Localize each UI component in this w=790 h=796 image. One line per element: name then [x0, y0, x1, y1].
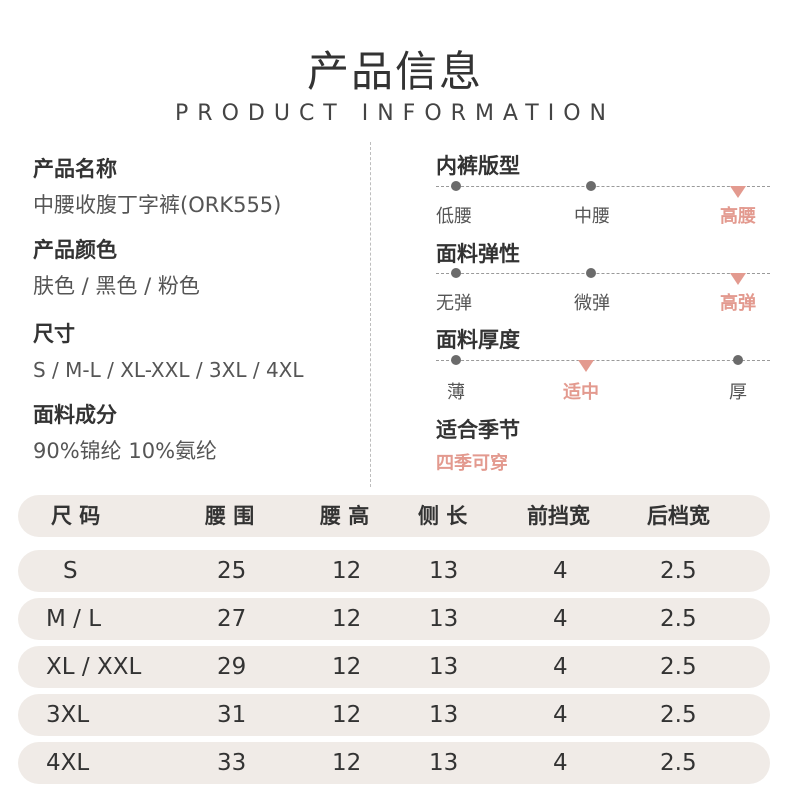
info-value: 90%锦纶 10%氨纶 [33, 439, 218, 463]
waist-cell: 33 [217, 750, 247, 776]
table-row: XL / XXL 29 12 13 4 2.5 [18, 646, 770, 688]
waist-cell: 25 [217, 558, 247, 584]
attr-track [436, 186, 770, 187]
table-row: S 25 12 13 4 2.5 [18, 550, 770, 592]
waist-height-cell: 12 [332, 750, 362, 776]
side-length-cell: 13 [429, 558, 459, 584]
waist-height-cell: 12 [332, 654, 362, 680]
side-length-cell: 13 [429, 654, 459, 680]
scale-dot [733, 355, 743, 365]
attr-label: 面料厚度 [436, 328, 520, 352]
info-value: 中腰收腹丁字裤(ORK555) [33, 193, 282, 217]
side-length-cell: 13 [429, 750, 459, 776]
scale-dot [451, 268, 461, 278]
attr-elasticity: 面料弹性 [436, 238, 770, 268]
info-label: 面料成分 [33, 403, 117, 427]
waist-height-cell: 12 [332, 702, 362, 728]
back-width-cell: 2.5 [660, 558, 697, 584]
front-width-cell: 4 [553, 750, 568, 776]
waist-height-cell: 12 [332, 558, 362, 584]
attr-track [436, 273, 770, 274]
attr-track [436, 360, 770, 361]
waist-cell: 31 [217, 702, 247, 728]
scale-option: 低腰 [436, 206, 472, 227]
attr-label: 适合季节 [436, 418, 520, 442]
info-product-name: 产品名称 中腰收腹丁字裤(ORK555) [33, 153, 281, 219]
info-size: 尺寸 S / M-L / XL-XXL / 3XL / 4XL [33, 318, 304, 382]
selected-marker [578, 360, 594, 372]
section-divider [370, 142, 371, 487]
side-length-cell: 13 [429, 606, 459, 632]
page-subtitle: PRODUCT INFORMATION [175, 101, 615, 126]
back-width-cell: 2.5 [660, 702, 697, 728]
header-cell-side-length: 侧 长 [418, 504, 468, 528]
size-table-header: 尺 码 腰 围 腰 高 侧 长 前挡宽 后档宽 [18, 495, 770, 537]
size-cell: 4XL [46, 750, 90, 776]
table-row: 4XL 33 12 13 4 2.5 [18, 742, 770, 784]
scale-option: 微弹 [574, 293, 610, 314]
scale-option: 中腰 [574, 206, 610, 227]
header-cell-front-width: 前挡宽 [527, 504, 590, 528]
selected-marker [730, 186, 746, 198]
front-width-cell: 4 [553, 558, 568, 584]
front-width-cell: 4 [553, 606, 568, 632]
attr-label: 面料弹性 [436, 242, 520, 266]
info-label: 尺寸 [33, 322, 75, 346]
attr-fit: 内裤版型 [436, 150, 770, 180]
info-label: 产品名称 [33, 157, 117, 181]
scale-option-selected: 高弹 [720, 293, 756, 314]
side-length-cell: 13 [429, 702, 459, 728]
attr-label: 内裤版型 [436, 154, 520, 178]
attr-thickness: 面料厚度 [436, 324, 770, 354]
scale-dot [451, 181, 461, 191]
info-label: 产品颜色 [33, 238, 117, 262]
info-product-color: 产品颜色 肤色 / 黑色 / 粉色 [33, 234, 200, 300]
front-width-cell: 4 [553, 702, 568, 728]
info-value: 肤色 / 黑色 / 粉色 [33, 274, 200, 298]
size-cell: S [63, 558, 78, 584]
scale-dot [586, 181, 596, 191]
page-title: 产品信息 [306, 47, 483, 96]
scale-option-selected: 适中 [563, 382, 599, 403]
info-value: S / M-L / XL-XXL / 3XL / 4XL [33, 358, 304, 382]
scale-dot [586, 268, 596, 278]
size-cell: XL / XXL [46, 654, 142, 680]
back-width-cell: 2.5 [660, 606, 697, 632]
header-cell-size: 尺 码 [51, 504, 101, 528]
scale-option: 无弹 [436, 293, 472, 314]
header-cell-waist-height: 腰 高 [320, 504, 370, 528]
size-cell: M / L [46, 606, 102, 632]
season-value: 四季可穿 [436, 453, 508, 474]
table-row: M / L 27 12 13 4 2.5 [18, 598, 770, 640]
selected-marker [730, 273, 746, 285]
table-row: 3XL 31 12 13 4 2.5 [18, 694, 770, 736]
front-width-cell: 4 [553, 654, 568, 680]
waist-cell: 29 [217, 654, 247, 680]
waist-cell: 27 [217, 606, 247, 632]
size-cell: 3XL [46, 702, 90, 728]
header-cell-back-width: 后档宽 [647, 504, 710, 528]
scale-dot [451, 355, 461, 365]
back-width-cell: 2.5 [660, 750, 697, 776]
back-width-cell: 2.5 [660, 654, 697, 680]
attr-season: 适合季节 [436, 414, 770, 444]
header-cell-waist: 腰 围 [205, 504, 255, 528]
scale-option: 薄 [447, 382, 465, 403]
scale-option-selected: 高腰 [720, 206, 756, 227]
scale-option: 厚 [729, 382, 747, 403]
info-material: 面料成分 90%锦纶 10%氨纶 [33, 399, 217, 465]
waist-height-cell: 12 [332, 606, 362, 632]
